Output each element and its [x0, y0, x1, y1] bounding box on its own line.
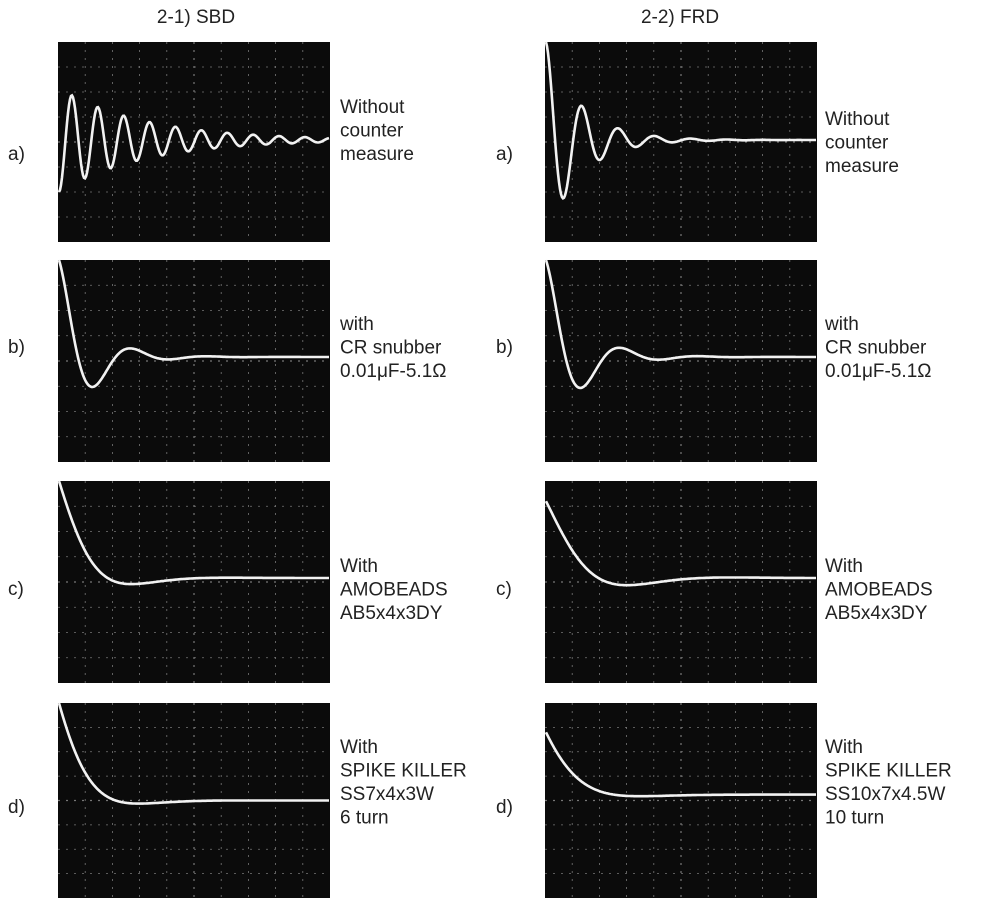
caption-line: counter	[825, 133, 889, 154]
page: {"columns": [ {"title": "2-1) SBD", "row…	[0, 0, 992, 898]
caption-line: AMOBEADS	[340, 580, 448, 601]
caption-line: AB5x4x3DY	[340, 603, 443, 624]
caption-line: With	[340, 737, 378, 758]
row-label: d)	[496, 797, 513, 818]
caption-line: with	[824, 314, 859, 335]
scope-panel	[58, 703, 330, 898]
row-label: a)	[8, 144, 25, 165]
figure: 2-1) SBDa)Withoutcountermeasureb)withCR …	[0, 0, 992, 898]
caption-line: SPIKE KILLER	[340, 761, 467, 782]
scope-panel	[545, 703, 817, 898]
caption-line: SPIKE KILLER	[825, 761, 952, 782]
row-label: b)	[8, 337, 25, 358]
caption-line: Without	[825, 109, 890, 130]
caption-line: With	[340, 556, 378, 577]
caption-line: CR snubber	[825, 338, 927, 359]
caption-line: 10 turn	[825, 808, 884, 829]
scope-panel	[58, 42, 330, 242]
caption-line: 0.01μF-5.1Ω	[340, 361, 446, 382]
caption-line: measure	[825, 156, 899, 177]
scope-panel	[545, 42, 817, 242]
row-label: b)	[496, 337, 513, 358]
row-label: d)	[8, 797, 25, 818]
caption-line: With	[825, 556, 863, 577]
caption-line: measure	[340, 144, 414, 165]
caption-line: AMOBEADS	[825, 580, 933, 601]
caption-line: With	[825, 737, 863, 758]
caption-line: counter	[340, 121, 404, 142]
caption-line: 0.01μF-5.1Ω	[825, 361, 931, 382]
caption-line: CR snubber	[340, 338, 442, 359]
column-title: 2-1) SBD	[157, 7, 235, 28]
row-label: a)	[496, 144, 513, 165]
column-title: 2-2) FRD	[641, 7, 719, 28]
caption-line: with	[339, 314, 374, 335]
scope-panel	[58, 260, 330, 462]
caption-line: 6 turn	[340, 808, 389, 829]
scope-panel	[58, 481, 330, 683]
scope-panel	[545, 260, 817, 462]
scope-panel	[545, 481, 817, 683]
caption-line: AB5x4x3DY	[825, 603, 928, 624]
caption-line: Without	[340, 97, 405, 118]
caption-line: SS7x4x3W	[340, 784, 434, 805]
caption-line: SS10x7x4.5W	[825, 784, 945, 805]
row-label: c)	[496, 579, 512, 600]
row-label: c)	[8, 579, 24, 600]
